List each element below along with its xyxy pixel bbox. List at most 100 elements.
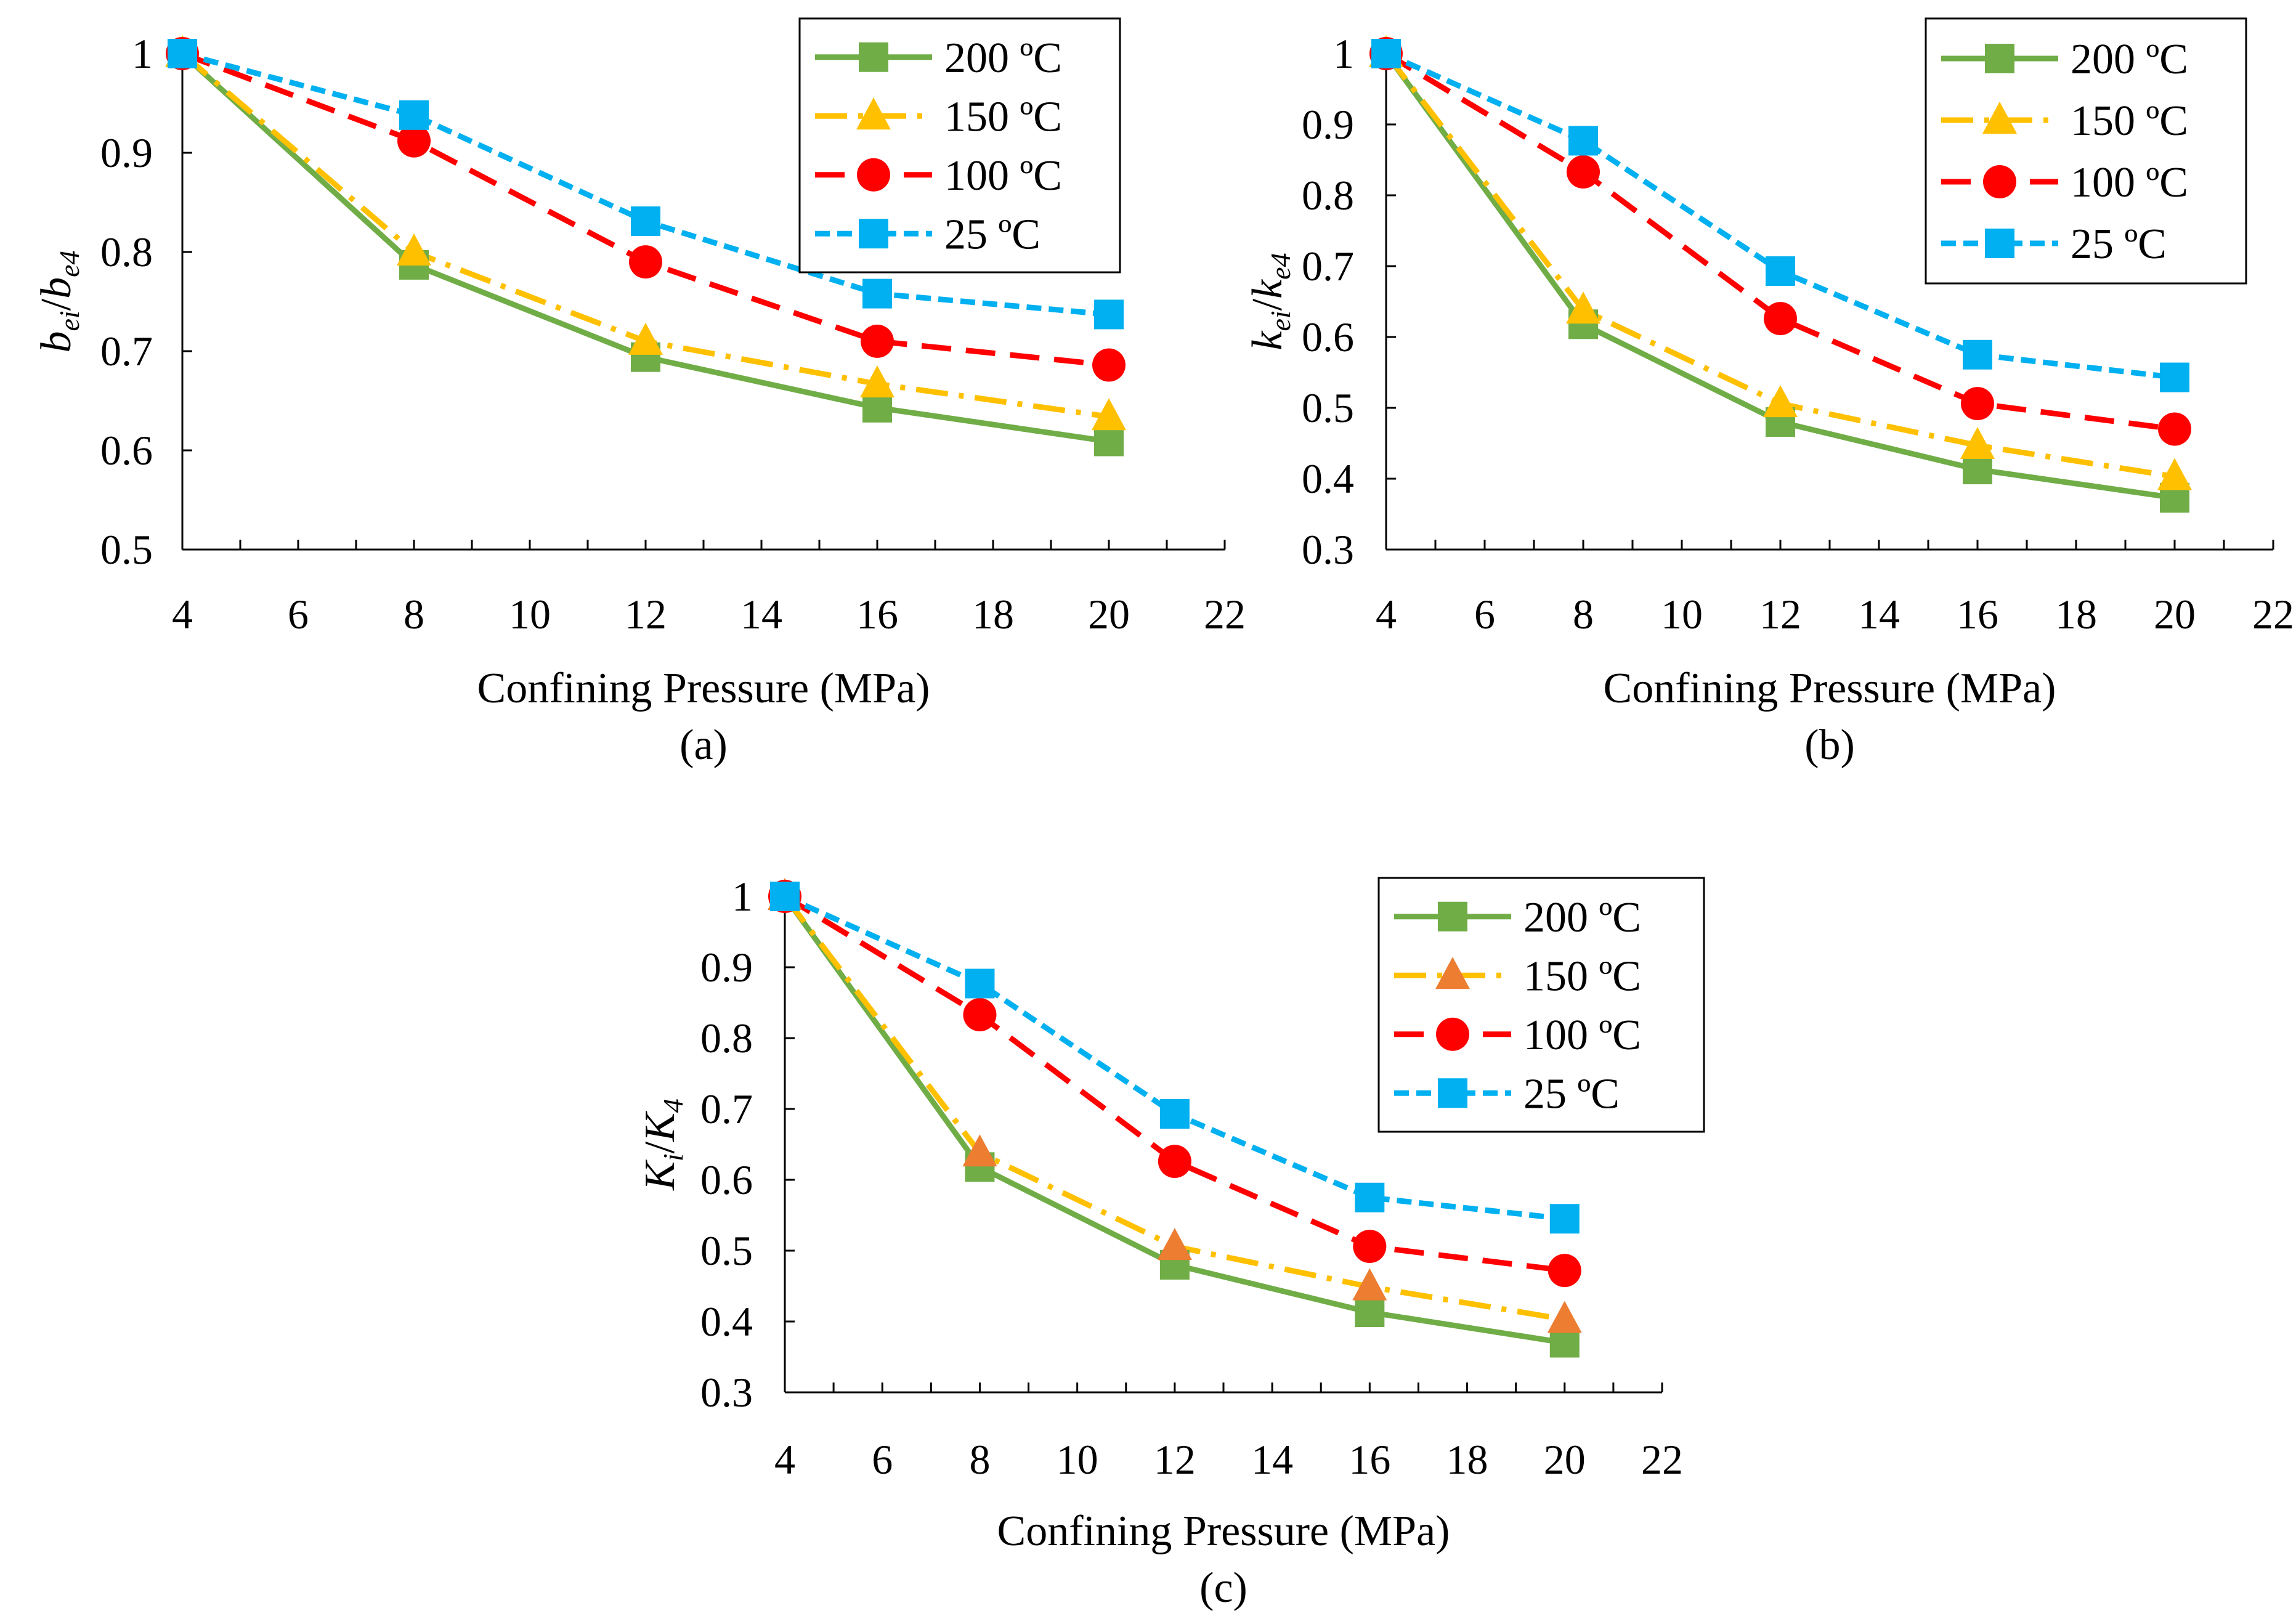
legend-label: 25 ºC [2071,221,2167,268]
y-tick-label: 0.8 [100,229,153,275]
x-tick-label: 4 [1376,591,1397,638]
data-point [861,324,894,358]
legend-label: 150 ºC [2071,97,2188,145]
data-point [397,124,431,158]
legend-marker [1438,1078,1467,1108]
data-point [1764,302,1797,336]
y-tick-label: 0.6 [100,427,153,474]
y-title-slash: / [636,1141,684,1153]
legend-marker [859,42,888,72]
legend-box [1377,877,1705,1133]
data-point [1549,1204,1580,1234]
x-tick-label: 16 [856,591,898,638]
y-title-slash: / [33,298,80,311]
x-tick-label: 16 [1349,1436,1390,1483]
x-tick-label: 8 [404,591,424,638]
x-tick-label: 10 [1661,591,1703,638]
legend-marker [1982,102,2017,134]
x-tick-label: 20 [1544,1436,1586,1483]
y-title-main1: k [1244,330,1291,351]
data-point [1352,1268,1387,1301]
data-point [963,998,997,1032]
legend-box [798,17,1121,274]
legend-marker [1438,901,1467,932]
y-title-sub1: i [657,1153,689,1161]
y-title-main2: b [33,277,80,299]
x-tick-label: 6 [872,1436,893,1483]
legend-label: 100 ºC [944,152,1062,200]
data-point [1094,426,1124,457]
y-tick-label: 0.7 [1302,243,1354,290]
x-tick-label: 8 [969,1436,990,1483]
y-title-main2: k [1244,278,1291,299]
legend-marker [1435,957,1470,989]
chart-b: 4 6 8 10 12 14 16 18 20 22 0.3 0.4 0.5 0.6 0.7 0.8 0.9 1 C… [1244,17,2294,769]
y-tick-label: 0.9 [700,944,753,991]
y-tick-label: 0.4 [700,1298,753,1345]
data-point [628,322,663,355]
data-point [1766,256,1795,286]
data-point [1159,1099,1190,1129]
series-line-2 [1384,51,2175,432]
legend-label: 100 ºC [2071,159,2188,206]
data-point [1092,348,1126,382]
data-point [1092,398,1126,431]
y-tick-label: 0.8 [700,1015,753,1062]
data-point [1371,39,1401,68]
legend-marker [1436,1017,1469,1051]
data-point [1094,299,1124,330]
legend-label: 25 ºC [944,211,1041,258]
y-title-sub1: ei [1265,311,1296,331]
data-point [1963,455,1992,485]
y-axis-title: bei/be4 [33,250,85,352]
legend-marker [1985,44,2014,73]
data-point [862,278,892,309]
data-point [1963,339,1992,370]
y-tick-label: 0.3 [700,1369,753,1416]
y-title-slash: / [1244,298,1291,311]
x-tick-label: 20 [2154,591,2196,638]
legend-label: 150 ºC [1523,952,1641,1000]
y-tick-label: 1 [1333,30,1354,77]
data-point [1548,1254,1581,1288]
y-title-sub2: e4 [54,250,85,277]
x-tick-label: 8 [1573,591,1594,638]
data-point [1157,1228,1192,1261]
data-point [1355,1297,1385,1328]
x-tick-label: 14 [1251,1436,1293,1483]
legend-label: 25 ºC [1523,1070,1620,1118]
y-title-main1: K [636,1159,684,1191]
x-tick-label: 14 [1858,591,1900,638]
y-tick-label: 1 [732,873,753,920]
panel-caption: (c) [1199,1564,1247,1612]
data-point [2158,412,2191,446]
legend-label: 200 ºC [2071,36,2188,83]
x-tick-label: 18 [1446,1436,1488,1483]
data-point [168,39,197,68]
x-tick-label: 6 [1474,591,1495,638]
data-point [860,365,894,398]
x-tick-label: 4 [172,591,193,638]
x-axis-title: Confining Pressure (MPa) [997,1508,1450,1555]
data-point [962,1134,997,1167]
x-tick-label: 20 [1088,591,1130,638]
x-tick-label: 10 [509,591,551,638]
y-tick-label: 0.4 [1302,455,1354,502]
y-tick-label: 0.6 [700,1156,753,1203]
data-point [770,882,800,911]
chart-a: 4 6 8 10 12 14 16 18 20 22 0.5 0.6 0.7 0.8 0.9 1 Confini… [33,17,1246,769]
x-tick-label: 12 [1154,1436,1196,1483]
data-point [1763,385,1798,418]
legend-marker [856,97,891,130]
data-point [862,392,892,423]
data-point [1567,155,1600,189]
y-title-main1: b [33,331,80,353]
x-tick-label: 14 [740,591,782,638]
data-point [965,968,995,999]
y-tick-label: 0.3 [1302,526,1354,573]
data-point [1566,291,1600,324]
legend-label: 100 ºC [1523,1012,1641,1059]
y-tick-label: 0.7 [700,1086,753,1132]
legend-marker [857,158,890,192]
y-title-main2: K [636,1111,684,1142]
